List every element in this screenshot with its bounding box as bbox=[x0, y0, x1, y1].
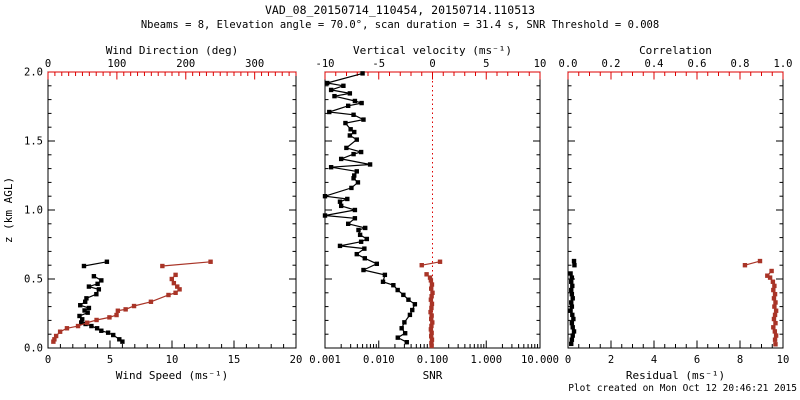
residual-y-axis bbox=[568, 71, 783, 349]
y-axis-label: z (km AGL) bbox=[2, 177, 15, 243]
svg-text:0.001: 0.001 bbox=[309, 354, 341, 366]
snr-series bbox=[322, 71, 418, 345]
plot-title: VAD_08_20150714_110454, 20150714.110513 bbox=[264, 3, 536, 17]
svg-text:0.6: 0.6 bbox=[688, 58, 707, 70]
svg-text:0.0: 0.0 bbox=[559, 58, 578, 70]
svg-text:10: 10 bbox=[534, 58, 547, 70]
svg-text:0.010: 0.010 bbox=[363, 354, 395, 366]
residual-top-axis: 0.0 0.2 0.4 0.6 0.8 1.0 Correlation bbox=[559, 44, 793, 80]
svg-text:2.0: 2.0 bbox=[24, 67, 43, 79]
wind-panel: 0.0 0.5 1.0 1.5 2.0 z (km AGL) 0 5 10 15 20 Wind Sp… bbox=[2, 44, 302, 382]
wind-direction-series bbox=[51, 259, 213, 344]
svg-text:5: 5 bbox=[483, 58, 489, 70]
svg-text:0.8: 0.8 bbox=[731, 58, 750, 70]
residual-panel: 0 2 4 6 8 10 Residual (ms⁻¹) 0.0 0.2 0.4 0.6 0.8 1.0… bbox=[559, 44, 793, 382]
wind-speed-series bbox=[77, 259, 125, 344]
plot-created-timestamp: Plot created on Mon Oct 12 20:46:21 2015 bbox=[568, 383, 797, 394]
svg-text:10: 10 bbox=[166, 354, 179, 366]
wind-bottom-axis: 0 5 10 15 20 Wind Speed (ms⁻¹) bbox=[45, 340, 303, 382]
snr-bottom-axis-label: SNR bbox=[423, 369, 443, 382]
svg-text:1.0: 1.0 bbox=[24, 205, 43, 217]
svg-text:0: 0 bbox=[45, 58, 51, 70]
svg-text:0: 0 bbox=[429, 58, 435, 70]
svg-text:15: 15 bbox=[228, 354, 241, 366]
svg-text:0.4: 0.4 bbox=[645, 58, 664, 70]
svg-text:100: 100 bbox=[107, 58, 126, 70]
snr-panel: 0.001 0.010 0.100 1.000 10.000 SNR -10 -5 0 5 10 Ve… bbox=[309, 44, 559, 382]
svg-text:0.0: 0.0 bbox=[24, 343, 43, 355]
wind-y-axis: 0.0 0.5 1.0 1.5 2.0 z (km AGL) bbox=[2, 67, 296, 355]
residual-series bbox=[568, 258, 577, 347]
vertical-velocity-series bbox=[419, 259, 443, 349]
svg-text:300: 300 bbox=[245, 58, 264, 70]
svg-text:-10: -10 bbox=[316, 58, 335, 70]
svg-text:10: 10 bbox=[777, 354, 790, 366]
plot-subtitle: Nbeams = 8, Elevation angle = 70.0°, sca… bbox=[140, 19, 660, 31]
snr-top-axis: -10 -5 0 5 10 Vertical velocity (ms⁻¹) bbox=[316, 44, 547, 80]
svg-text:200: 200 bbox=[176, 58, 195, 70]
svg-text:0.5: 0.5 bbox=[24, 274, 43, 286]
residual-top-axis-label: Correlation bbox=[639, 44, 712, 57]
svg-text:5: 5 bbox=[107, 354, 113, 366]
svg-text:1.000: 1.000 bbox=[470, 354, 502, 366]
wind-top-axis: 0 100 200 300 Wind Direction (deg) bbox=[45, 44, 297, 80]
svg-text:4: 4 bbox=[651, 354, 657, 366]
svg-text:10.000: 10.000 bbox=[521, 354, 559, 366]
svg-text:1.0: 1.0 bbox=[774, 58, 793, 70]
svg-text:0: 0 bbox=[45, 354, 51, 366]
residual-bottom-axis-label: Residual (ms⁻¹) bbox=[626, 369, 725, 382]
residual-bottom-axis: 0 2 4 6 8 10 Residual (ms⁻¹) bbox=[565, 340, 790, 382]
svg-text:1.5: 1.5 bbox=[24, 136, 43, 148]
svg-text:0: 0 bbox=[565, 354, 571, 366]
svg-text:20: 20 bbox=[290, 354, 303, 366]
svg-text:6: 6 bbox=[694, 354, 700, 366]
snr-top-axis-label: Vertical velocity (ms⁻¹) bbox=[353, 44, 512, 57]
snr-bottom-axis: 0.001 0.010 0.100 1.000 10.000 SNR bbox=[309, 340, 559, 382]
correlation-series bbox=[742, 258, 779, 347]
residual-plot-box bbox=[567, 71, 784, 349]
svg-text:8: 8 bbox=[737, 354, 743, 366]
svg-text:0.2: 0.2 bbox=[602, 58, 621, 70]
svg-text:0.100: 0.100 bbox=[417, 354, 449, 366]
wind-top-axis-label: Wind Direction (deg) bbox=[106, 44, 238, 57]
svg-text:-5: -5 bbox=[372, 58, 385, 70]
svg-text:2: 2 bbox=[608, 354, 614, 366]
wind-bottom-axis-label: Wind Speed (ms⁻¹) bbox=[116, 369, 229, 382]
